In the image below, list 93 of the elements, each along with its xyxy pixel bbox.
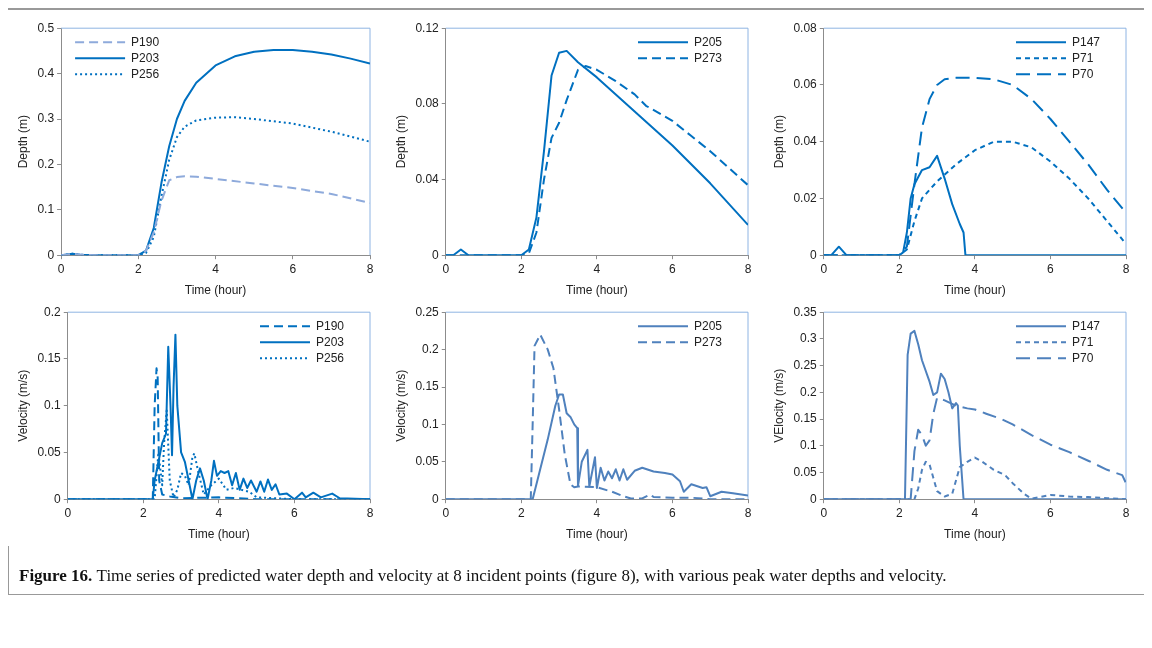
y-tick-label: 0.08: [793, 20, 818, 35]
y-tick-label: 0.15: [415, 379, 440, 394]
legend-label: P190: [316, 318, 345, 333]
x-tick-label: 2: [139, 505, 147, 520]
x-tick-label: 0: [820, 261, 828, 276]
legend-label: P70: [1072, 66, 1094, 81]
x-axis-title: Time (hour): [944, 527, 1006, 542]
y-tick-label: 0.04: [415, 171, 440, 186]
y-tick-label: 0.2: [800, 384, 818, 399]
legend-label: P203: [131, 50, 160, 65]
y-tick-label: 0.1: [44, 398, 62, 413]
x-tick-label: 4: [593, 505, 601, 520]
legend-label: P147: [1072, 34, 1101, 49]
y-tick-label: 0.5: [37, 20, 55, 35]
text: Time series of predicted water depth and velocity at 8 incident points (figure 8), with various peak water depths and velocity.: [96, 566, 947, 585]
x-tick-label: 6: [1047, 261, 1055, 276]
legend-label: P71: [1072, 50, 1094, 65]
y-tick-label: 0.12: [415, 20, 440, 35]
y-tick-label: 0.04: [793, 134, 818, 149]
x-tick-label: 8: [744, 505, 752, 520]
y-tick-label: 0.1: [422, 416, 440, 431]
y-tick-label: 0: [432, 247, 440, 262]
x-axis-title: Time (hour): [184, 283, 247, 298]
legend-label: P273: [694, 334, 723, 349]
y-tick-label: 0.05: [37, 444, 62, 459]
x-axis-title: Time (hour): [944, 283, 1006, 298]
legend-label: P71: [1072, 334, 1094, 349]
y-tick-label: 0.15: [793, 411, 818, 426]
x-axis-title: Time (hour): [566, 283, 628, 298]
y-tick-label: 0: [432, 491, 440, 506]
legend-label: P147: [1072, 318, 1101, 333]
caption: Figure 16.: [19, 566, 94, 585]
y-tick-label: 0.05: [415, 454, 440, 469]
y-tick-label: 0.1: [800, 438, 818, 453]
y-tick-label: 0.06: [793, 77, 818, 92]
x-tick-label: 4: [971, 261, 979, 276]
x-axis-title: Time (hour): [566, 527, 628, 542]
y-tick-label: 0.2: [37, 156, 55, 171]
x-tick-label: 8: [1122, 261, 1130, 276]
y-axis-title: VElocity (m/s): [771, 368, 786, 443]
legend-label: P256: [316, 350, 345, 365]
legend-label: P70: [1072, 350, 1094, 365]
legend-label: P190: [131, 34, 160, 49]
x-tick-label: 0: [442, 261, 450, 276]
legend-label: P203: [316, 334, 345, 349]
y-tick-label: 0.3: [37, 111, 55, 126]
y-tick-label: 0.02: [793, 190, 818, 205]
x-tick-label: 0: [820, 505, 828, 520]
x-tick-label: 4: [593, 261, 601, 276]
x-tick-label: 4: [971, 505, 979, 520]
y-axis-title: Velocity (m/s): [15, 369, 30, 442]
y-tick-label: 0.05: [793, 464, 818, 479]
y-tick-label: 0.25: [793, 357, 818, 372]
x-tick-label: 8: [366, 505, 374, 520]
y-axis-title: Depth (m): [771, 115, 786, 169]
x-tick-label: 4: [215, 505, 223, 520]
x-tick-label: 6: [1047, 505, 1055, 520]
x-tick-label: 8: [366, 261, 374, 276]
y-tick-label: 0.2: [422, 341, 440, 356]
legend-label: P273: [694, 50, 723, 65]
y-axis-title: Depth (m): [393, 115, 408, 169]
x-tick-label: 4: [212, 261, 220, 276]
x-tick-label: 6: [669, 505, 677, 520]
y-tick-label: 0: [810, 247, 818, 262]
x-tick-label: 6: [291, 505, 299, 520]
y-tick-label: 0.2: [44, 304, 62, 319]
x-axis-title: Time (hour): [188, 527, 250, 542]
y-axis-title: Depth (m): [15, 115, 30, 169]
y-tick-label: 0.1: [37, 202, 55, 217]
y-tick-label: 0.3: [800, 331, 818, 346]
x-tick-label: 2: [517, 505, 525, 520]
x-tick-label: 6: [289, 261, 297, 276]
y-tick-label: 0: [47, 247, 55, 262]
legend-label: P205: [694, 318, 723, 333]
x-tick-label: 8: [1122, 505, 1130, 520]
x-tick-label: 2: [517, 261, 525, 276]
y-tick-label: 0.4: [37, 65, 55, 80]
y-tick-label: 0: [810, 491, 818, 506]
x-tick-label: 2: [895, 505, 903, 520]
y-tick-label: 0: [54, 491, 62, 506]
y-tick-label: 0.08: [415, 96, 440, 111]
y-axis-title: Velocity (m/s): [393, 369, 408, 442]
x-tick-label: 0: [64, 505, 72, 520]
x-tick-label: 8: [744, 261, 752, 276]
y-tick-label: 0.35: [793, 304, 818, 319]
y-tick-label: 0.15: [37, 351, 62, 366]
x-tick-label: 0: [442, 505, 450, 520]
legend-label: P256: [131, 66, 160, 81]
x-tick-label: 2: [895, 261, 903, 276]
legend-label: P205: [694, 34, 723, 49]
y-tick-label: 0.25: [415, 304, 440, 319]
x-tick-label: 2: [134, 261, 142, 276]
x-tick-label: 6: [669, 261, 677, 276]
